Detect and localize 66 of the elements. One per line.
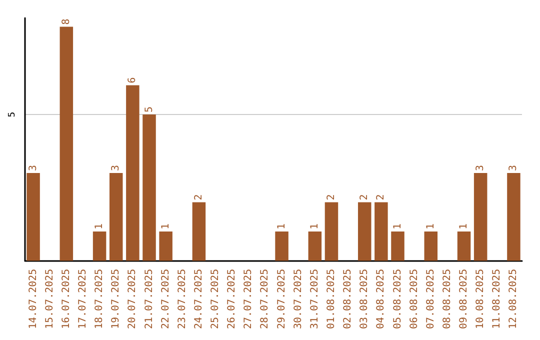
bar bbox=[358, 202, 372, 261]
x-tick-label: 05.08.2025 bbox=[392, 268, 404, 330]
x-tick-label: 02.08.2025 bbox=[342, 268, 354, 330]
bar bbox=[374, 202, 388, 261]
x-tick-label: 26.07.2025 bbox=[226, 268, 238, 330]
x-tick-label: 09.08.2025 bbox=[458, 268, 470, 330]
x-tick-label: 11.08.2025 bbox=[492, 268, 503, 330]
x-tick-label: 14.07.2025 bbox=[28, 268, 39, 330]
x-tick-label: 25.07.2025 bbox=[210, 268, 222, 330]
data-label: 3 bbox=[28, 165, 39, 172]
x-tick-label: 17.07.2025 bbox=[77, 268, 88, 330]
x-tick-label: 12.08.2025 bbox=[508, 268, 520, 330]
data-label: 3 bbox=[110, 165, 122, 172]
bar bbox=[26, 173, 40, 261]
data-label: 2 bbox=[326, 194, 337, 200]
data-label: 1 bbox=[458, 224, 470, 230]
x-tick-label: 04.08.2025 bbox=[376, 268, 387, 330]
bar bbox=[474, 173, 488, 261]
bar bbox=[507, 173, 520, 261]
bar bbox=[424, 232, 438, 261]
x-tick-label: 03.08.2025 bbox=[359, 268, 370, 330]
x-tick-label: 24.07.2025 bbox=[193, 268, 204, 330]
data-label: 2 bbox=[193, 194, 204, 200]
bar bbox=[192, 202, 206, 261]
x-tick-label: 20.07.2025 bbox=[127, 268, 138, 330]
x-tick-label: 22.07.2025 bbox=[160, 268, 172, 330]
x-tick-label: 21.07.2025 bbox=[144, 268, 155, 330]
data-label: 2 bbox=[359, 194, 370, 200]
x-tick-label: 28.07.2025 bbox=[260, 268, 271, 330]
x-tick-label: 27.07.2025 bbox=[243, 268, 254, 330]
bar bbox=[457, 232, 471, 261]
data-label: 1 bbox=[276, 224, 288, 230]
x-tick-label: 01.08.2025 bbox=[326, 268, 337, 330]
x-tick-label: 07.08.2025 bbox=[425, 268, 436, 330]
x-tick-label: 06.08.2025 bbox=[408, 268, 420, 330]
data-label: 1 bbox=[94, 224, 106, 230]
x-tick-label: 31.07.2025 bbox=[309, 268, 320, 330]
data-label: 3 bbox=[508, 165, 520, 172]
data-label: 8 bbox=[60, 18, 72, 25]
bar bbox=[391, 232, 404, 261]
bar bbox=[308, 232, 322, 261]
data-label: 6 bbox=[127, 77, 138, 84]
x-tick-label: 29.07.2025 bbox=[276, 268, 288, 330]
data-label: 1 bbox=[392, 224, 404, 230]
x-tick-label: 30.07.2025 bbox=[292, 268, 304, 330]
x-tick-label: 15.07.2025 bbox=[44, 268, 56, 330]
data-label: 3 bbox=[475, 165, 486, 172]
bar bbox=[126, 85, 140, 261]
bar bbox=[324, 202, 338, 261]
bar bbox=[92, 232, 106, 261]
bar bbox=[275, 232, 288, 261]
bar bbox=[142, 114, 156, 261]
data-label: 5 bbox=[144, 106, 155, 113]
bar bbox=[109, 173, 123, 261]
bar bbox=[60, 26, 74, 261]
data-label: 1 bbox=[425, 224, 436, 230]
x-tick-label: 16.07.2025 bbox=[60, 268, 72, 330]
x-tick-label: 08.08.2025 bbox=[442, 268, 453, 330]
x-tick-label: 10.08.2025 bbox=[475, 268, 486, 330]
x-tick-label: 19.07.2025 bbox=[110, 268, 122, 330]
data-label: 2 bbox=[376, 194, 387, 200]
data-label: 1 bbox=[160, 224, 172, 230]
data-label: 1 bbox=[309, 224, 320, 230]
x-tick-label: 23.07.2025 bbox=[176, 268, 188, 330]
x-tick-label: 18.07.2025 bbox=[94, 268, 106, 330]
bar bbox=[159, 232, 172, 261]
